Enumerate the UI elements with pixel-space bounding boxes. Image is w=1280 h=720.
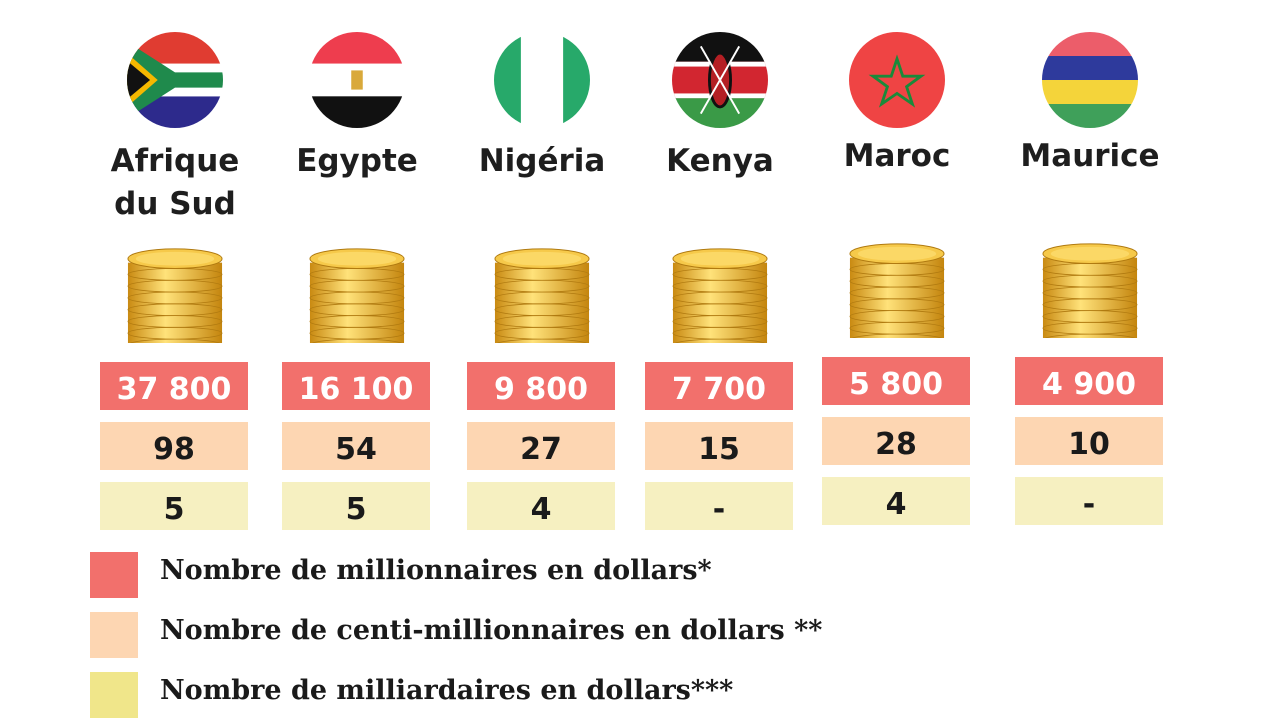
centi-millionaires-value: 10	[1015, 417, 1163, 465]
country-name: Kenya	[620, 140, 820, 183]
country-name-line: du Sud	[114, 186, 236, 222]
legend-label-centi-millionaires: Nombre de centi-millionnaires en dollars…	[160, 615, 823, 646]
legend-swatch-centi-millionaires	[90, 612, 138, 658]
country-name: Afrique du Sud	[75, 140, 275, 226]
kenya-flag-icon	[672, 32, 768, 128]
millionaires-value: 16 100	[282, 362, 430, 410]
billionaires-value: 5	[282, 482, 430, 530]
millionaires-value: 4 900	[1015, 357, 1163, 405]
centi-millionaires-value: 15	[645, 422, 793, 470]
country-column: Egypte 16 100 54 5	[277, 0, 437, 540]
country-name-line: Maroc	[843, 138, 951, 174]
billionaires-value: -	[645, 482, 793, 530]
country-name-line: Maurice	[1020, 138, 1160, 174]
centi-millionaires-value: 27	[467, 422, 615, 470]
gold-coin-stack-icon	[494, 248, 590, 343]
legend-swatch-millionaires	[90, 552, 138, 598]
country-name: Egypte	[257, 140, 457, 183]
billionaires-value: 4	[822, 477, 970, 525]
country-name-line: Egypte	[296, 143, 418, 179]
millionaires-value: 5 800	[822, 357, 970, 405]
country-column: Maroc 5 800 28 4	[817, 0, 977, 540]
gold-coin-stack-icon	[672, 248, 768, 343]
millionaires-value: 37 800	[100, 362, 248, 410]
morocco-flag-icon	[849, 32, 945, 128]
legend-label-millionaires: Nombre de millionnaires en dollars*	[160, 555, 712, 586]
country-name-line: Kenya	[666, 143, 774, 179]
country-column: Nigéria 9 800 27 4	[462, 0, 622, 540]
centi-millionaires-value: 98	[100, 422, 248, 470]
country-column: Afrique du Sud 37 800 98 5	[95, 0, 255, 540]
country-column: Maurice 4 900 10 -	[1010, 0, 1170, 540]
billionaires-value: 5	[100, 482, 248, 530]
gold-coin-stack-icon	[309, 248, 405, 343]
gold-coin-stack-icon	[849, 243, 945, 338]
egypt-flag-icon	[309, 32, 405, 128]
country-name: Nigéria	[442, 140, 642, 183]
nigeria-flag-icon	[494, 32, 590, 128]
billionaires-value: 4	[467, 482, 615, 530]
legend-label-billionaires: Nombre de milliardaires en dollars***	[160, 675, 734, 706]
country-name-line: Nigéria	[478, 143, 606, 179]
south-africa-flag-icon	[127, 32, 223, 128]
country-name: Maurice	[990, 135, 1190, 178]
millionaires-value: 7 700	[645, 362, 793, 410]
centi-millionaires-value: 28	[822, 417, 970, 465]
country-name-line: Afrique	[110, 143, 240, 179]
mauritius-flag-icon	[1042, 32, 1138, 128]
gold-coin-stack-icon	[127, 248, 223, 343]
billionaires-value: -	[1015, 477, 1163, 525]
gold-coin-stack-icon	[1042, 243, 1138, 338]
centi-millionaires-value: 54	[282, 422, 430, 470]
millionaires-value: 9 800	[467, 362, 615, 410]
country-name: Maroc	[797, 135, 997, 178]
legend-swatch-billionaires	[90, 672, 138, 718]
country-column: Kenya 7 700 15 -	[640, 0, 800, 540]
